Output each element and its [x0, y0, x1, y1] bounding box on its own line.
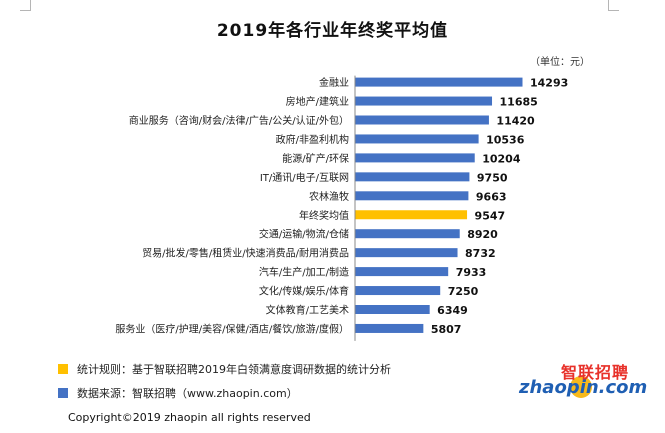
bar: [355, 267, 449, 277]
category-label: 文体教育/工艺美术: [266, 304, 349, 317]
category-label: 服务业（医疗/护理/美容/保健/酒店/餐饮/旅游/度假）: [115, 322, 349, 335]
category-label: 房地产/建筑业: [286, 95, 349, 108]
logo-chinese-name: 智联招聘: [561, 363, 630, 382]
bar: [355, 134, 479, 144]
bar: [355, 229, 460, 239]
value-label: 10204: [482, 152, 521, 165]
bar: [355, 286, 441, 296]
value-label: 9547: [475, 209, 506, 222]
value-label: 9750: [477, 171, 508, 184]
chart-title: 2019年各行业年终奖平均值: [216, 21, 449, 41]
value-label: 10536: [486, 133, 525, 146]
logo-circle-icon: [570, 376, 592, 398]
unit-label: （单位：元）: [530, 57, 590, 68]
legend-data-source: 数据来源：智联招聘（www.zhaopin.com）: [58, 385, 298, 401]
legend-swatch-blue: [58, 388, 68, 398]
value-label: 11685: [500, 96, 538, 109]
value-label: 6349: [437, 304, 468, 317]
legend-statistics-rule: 统计规则：基于智联招聘2019年白领满意度调研数据的统计分析: [58, 361, 391, 377]
legend-swatch-yellow: [58, 364, 68, 374]
legend-rule-text: 统计规则：基于智联招聘2019年白领满意度调研数据的统计分析: [77, 363, 391, 376]
value-label: 8920: [467, 228, 498, 241]
category-label: 交通/运输/物流/仓储: [259, 228, 349, 241]
bar: [355, 96, 493, 106]
crop-mark-left: [20, 0, 31, 11]
value-label: 7933: [456, 266, 487, 279]
copyright-text: Copyright©2019 zhaopin all rights reserv…: [68, 411, 311, 424]
bar: [355, 305, 430, 314]
value-label: 11420: [496, 115, 535, 128]
category-label: 商业服务（咨询/财会/法律/广告/公关/认证/外包）: [129, 114, 349, 127]
category-label: 年终奖均值: [299, 209, 349, 222]
category-label: 贸易/批发/零售/租赁业/快速消费品/耐用消费品: [142, 247, 349, 260]
value-label: 7250: [448, 285, 479, 298]
value-label: 14293: [530, 77, 568, 90]
bars: [355, 77, 523, 333]
category-label: 汽车/生产/加工/制造: [259, 266, 349, 279]
zhaopin-logo: 智联招聘 zhaopin.com: [517, 358, 647, 408]
value-labels: 14293 11685 11420 10536 10204 9750 9663 9547 892…: [431, 77, 568, 336]
category-label: 金融业: [319, 76, 349, 89]
bar: [355, 115, 489, 125]
bar: [355, 191, 469, 201]
category-label: 政府/非盈利机构: [276, 133, 349, 146]
category-label: 文化/传媒/娱乐/体育: [259, 285, 349, 298]
bar: [355, 323, 424, 333]
value-label: 8732: [465, 247, 496, 260]
bar: [355, 248, 458, 258]
value-label: 9663: [476, 190, 507, 203]
bar: [355, 172, 470, 182]
corner-crop-marks: [0, 0, 665, 16]
value-label: 5807: [431, 323, 462, 336]
bar-highlight: [355, 210, 468, 220]
bar: [355, 153, 475, 163]
crop-mark-right: [608, 0, 619, 11]
category-label: 能源/矿产/环保: [282, 152, 349, 165]
category-label: IT/通讯/电子/互联网: [260, 171, 349, 184]
logo-english-name: zhaopin.com: [519, 377, 648, 398]
legend-source-text: 数据来源：智联招聘（www.zhaopin.com）: [77, 387, 298, 400]
category-label: 农林渔牧: [309, 190, 349, 203]
bar: [355, 77, 523, 87]
